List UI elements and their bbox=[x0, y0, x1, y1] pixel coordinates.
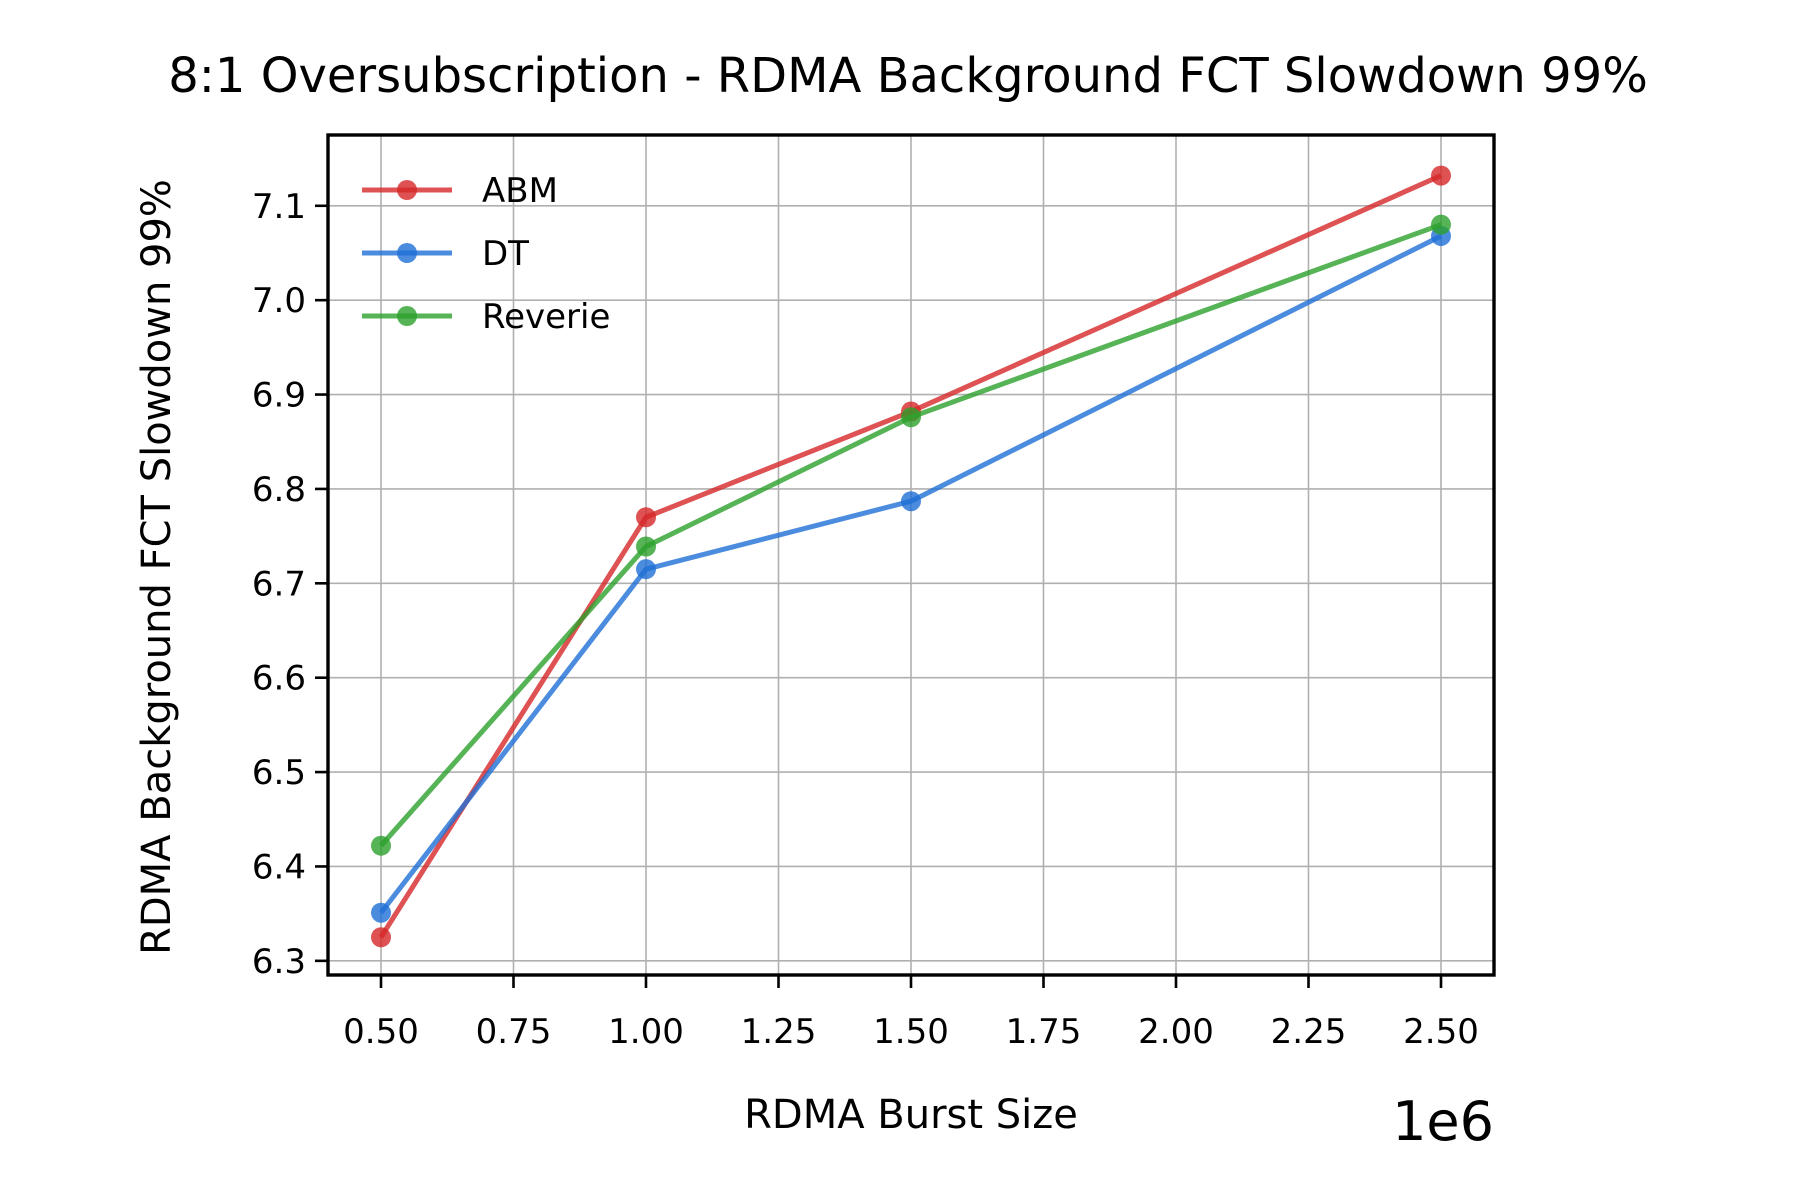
y-tick-label: 6.4 bbox=[252, 847, 306, 887]
y-tick-label: 6.5 bbox=[252, 753, 306, 793]
series-reverie bbox=[371, 214, 1451, 856]
y-tick-label: 6.8 bbox=[252, 470, 306, 510]
y-tick-label: 6.9 bbox=[252, 376, 306, 416]
x-tick-label: 2.00 bbox=[1138, 1012, 1214, 1052]
chart-title: 8:1 Oversubscription - RDMA Background F… bbox=[168, 48, 1648, 104]
data-point bbox=[1431, 214, 1451, 235]
y-axis-label: RDMA Background FCT Slowdown 99% bbox=[134, 179, 180, 955]
data-point bbox=[636, 507, 656, 528]
data-point bbox=[371, 927, 391, 948]
x-tick-label: 2.50 bbox=[1403, 1012, 1479, 1052]
data-point bbox=[636, 559, 656, 580]
x-tick-label: 1.50 bbox=[873, 1012, 949, 1052]
x-tick-label: 0.75 bbox=[476, 1012, 552, 1052]
data-point bbox=[371, 835, 391, 856]
data-point bbox=[901, 407, 921, 428]
series-dt bbox=[371, 225, 1451, 923]
y-tick-label: 7.1 bbox=[252, 187, 306, 227]
x-axis-offset-label: 1e6 bbox=[1392, 1090, 1494, 1153]
x-tick-label: 2.25 bbox=[1271, 1012, 1347, 1052]
legend-item-reverie: Reverie bbox=[362, 297, 610, 337]
legend-label: DT bbox=[482, 234, 529, 274]
legend-marker bbox=[397, 243, 417, 263]
y-tick-label: 7.0 bbox=[252, 281, 306, 321]
legend-marker bbox=[397, 306, 417, 326]
legend-item-abm: ABM bbox=[362, 171, 558, 211]
x-tick-label: 1.25 bbox=[741, 1012, 817, 1052]
data-point bbox=[371, 902, 391, 923]
y-tick-label: 6.7 bbox=[252, 564, 306, 604]
data-point bbox=[636, 536, 656, 557]
series-line bbox=[378, 173, 1443, 939]
x-tick-label: 1.00 bbox=[608, 1012, 684, 1052]
x-tick-label: 0.50 bbox=[343, 1012, 419, 1052]
series-line bbox=[379, 233, 1443, 915]
legend-label: ABM bbox=[482, 171, 558, 211]
legend-item-dt: DT bbox=[362, 234, 529, 274]
series-line bbox=[379, 222, 1442, 848]
y-tick-label: 6.6 bbox=[252, 659, 306, 699]
legend: ABM DT Reverie bbox=[362, 171, 610, 337]
series-layer bbox=[371, 165, 1451, 948]
legend-label: Reverie bbox=[482, 297, 610, 337]
data-point bbox=[901, 491, 921, 512]
x-tick-label: 1.75 bbox=[1006, 1012, 1082, 1052]
legend-marker bbox=[397, 180, 417, 200]
x-axis-label: RDMA Burst Size bbox=[744, 1092, 1078, 1138]
ticks: 0.50 0.75 1.00 1.25 1.50 1.75 2.00 2.25 2.50 6.3 6… bbox=[252, 187, 1479, 1052]
y-tick-label: 6.3 bbox=[252, 942, 306, 982]
data-point bbox=[1431, 165, 1451, 186]
